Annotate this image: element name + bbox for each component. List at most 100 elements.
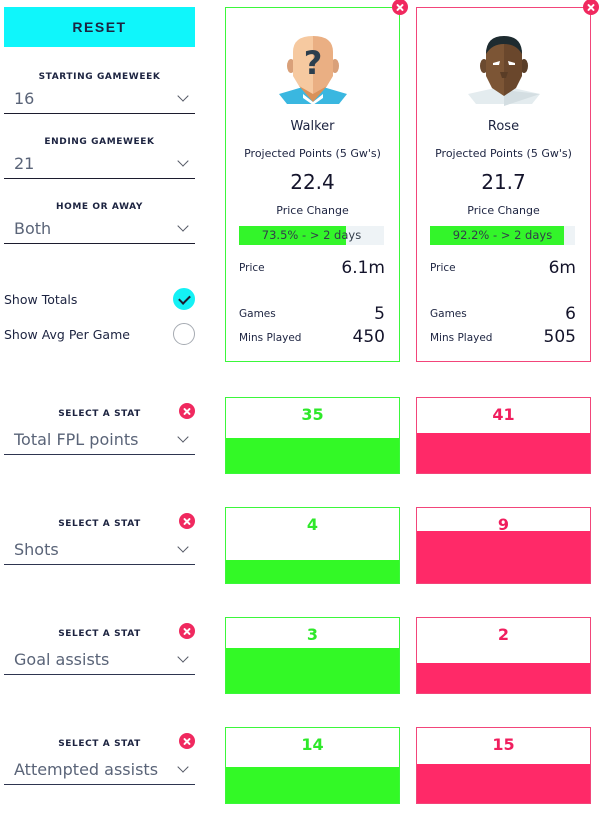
player-name: Rose bbox=[487, 119, 520, 134]
ending-gameweek-filter: ENDING GAMEWEEK 21 bbox=[4, 135, 195, 179]
home-or-away-filter: HOME OR AWAY Both bbox=[4, 200, 195, 244]
stat-bar-walker: 4 bbox=[225, 507, 400, 584]
stat-select-value: Goal assists bbox=[14, 650, 110, 669]
stat-selector: SELECT A STAT Shots bbox=[4, 513, 195, 565]
games-value: 5 bbox=[374, 304, 385, 324]
stat-bar-walker: 3 bbox=[225, 617, 400, 694]
svg-text:?: ? bbox=[304, 44, 323, 82]
mins-played-value: 505 bbox=[543, 327, 576, 347]
stat-bar-fill bbox=[226, 648, 399, 693]
price-change-fill bbox=[430, 226, 564, 245]
player-face-icon bbox=[468, 36, 540, 106]
ending-gameweek-value: 21 bbox=[14, 154, 35, 173]
ending-gameweek-label: ENDING GAMEWEEK bbox=[44, 137, 155, 147]
stat-bar-fill bbox=[417, 764, 590, 803]
starting-gameweek-label: STARTING GAMEWEEK bbox=[38, 72, 161, 82]
home-or-away-value: Both bbox=[14, 219, 52, 238]
stat-bar-fill bbox=[226, 438, 399, 473]
remove-stat-icon[interactable] bbox=[179, 733, 195, 749]
starting-gameweek-select[interactable]: 16 bbox=[4, 84, 195, 114]
show-avg-radio[interactable] bbox=[173, 323, 195, 345]
stat-select[interactable]: Total FPL points bbox=[4, 425, 195, 455]
games-value: 6 bbox=[565, 304, 576, 324]
select-stat-label: SELECT A STAT bbox=[58, 519, 141, 529]
chevron-down-icon bbox=[177, 761, 189, 773]
stat-selector: SELECT A STAT Total FPL points bbox=[4, 403, 195, 455]
chevron-down-icon bbox=[177, 155, 189, 167]
remove-player-icon[interactable] bbox=[583, 0, 599, 15]
stat-value: 3 bbox=[306, 625, 319, 644]
select-stat-label: SELECT A STAT bbox=[58, 629, 141, 639]
player-name: Walker bbox=[290, 119, 335, 134]
mins-played-label: Mins Played bbox=[239, 332, 302, 344]
starting-gameweek-filter: STARTING GAMEWEEK 16 bbox=[4, 70, 195, 114]
stat-value: 14 bbox=[301, 735, 324, 754]
projected-points-value: 21.7 bbox=[481, 170, 526, 194]
stat-bar-rose: 9 bbox=[416, 507, 591, 584]
price-change-bar: 73.5% - > 2 days bbox=[239, 226, 384, 245]
stat-value: 35 bbox=[301, 405, 324, 424]
stat-selector: SELECT A STAT Goal assists bbox=[4, 623, 195, 675]
show-totals-radio[interactable] bbox=[173, 288, 195, 310]
stat-bar-walker: 35 bbox=[225, 397, 400, 474]
stat-bar-fill bbox=[417, 432, 590, 473]
price-change-bar: 92.2% - > 2 days bbox=[430, 226, 575, 245]
projected-points-label: Projected Points (5 Gw's) bbox=[435, 147, 572, 160]
price-label: Price bbox=[430, 262, 456, 274]
price-change-fill bbox=[239, 226, 346, 245]
show-avg-option[interactable]: Show Avg Per Game bbox=[4, 322, 195, 346]
price-change-label: Price Change bbox=[276, 204, 349, 217]
show-totals-label: Show Totals bbox=[4, 291, 78, 307]
chevron-down-icon bbox=[177, 541, 189, 553]
stat-value: 41 bbox=[492, 405, 515, 424]
show-totals-option[interactable]: Show Totals bbox=[4, 287, 195, 311]
chevron-down-icon bbox=[177, 651, 189, 663]
stat-value: 9 bbox=[497, 515, 510, 534]
stat-bar-fill bbox=[417, 531, 590, 583]
stat-select-value: Shots bbox=[14, 540, 59, 559]
stat-bar-fill bbox=[226, 559, 399, 583]
starting-gameweek-value: 16 bbox=[14, 89, 35, 108]
home-or-away-label: HOME OR AWAY bbox=[55, 202, 144, 212]
projected-points-label: Projected Points (5 Gw's) bbox=[244, 147, 381, 160]
stat-bar-rose: 2 bbox=[416, 617, 591, 694]
player-card-walker: ? Walker Projected Points (5 Gw's) 22.4 … bbox=[225, 0, 408, 362]
unknown-player-icon: ? bbox=[279, 36, 347, 105]
games-label: Games bbox=[430, 308, 467, 320]
stat-select[interactable]: Goal assists bbox=[4, 645, 195, 675]
reset-button[interactable]: RESET bbox=[4, 7, 195, 47]
stat-bar-fill bbox=[417, 663, 590, 693]
remove-stat-icon[interactable] bbox=[179, 513, 195, 529]
remove-stat-icon[interactable] bbox=[179, 403, 195, 419]
price-change-label: Price Change bbox=[467, 204, 540, 217]
games-label: Games bbox=[239, 308, 276, 320]
stat-value: 4 bbox=[306, 515, 319, 534]
chevron-down-icon bbox=[177, 90, 189, 102]
remove-stat-icon[interactable] bbox=[179, 623, 195, 639]
chevron-down-icon bbox=[177, 220, 189, 232]
price-change-text: 92.2% - > 2 days bbox=[452, 228, 553, 242]
ending-gameweek-select[interactable]: 21 bbox=[4, 149, 195, 179]
home-or-away-select[interactable]: Both bbox=[4, 214, 195, 244]
stat-select[interactable]: Shots bbox=[4, 535, 195, 565]
show-avg-label: Show Avg Per Game bbox=[4, 326, 130, 342]
chevron-down-icon bbox=[177, 431, 189, 443]
stat-value: 2 bbox=[497, 625, 510, 644]
stat-bar-fill bbox=[226, 766, 399, 803]
mins-played-value: 450 bbox=[352, 327, 385, 347]
select-stat-label: SELECT A STAT bbox=[58, 409, 141, 419]
price-label: Price bbox=[239, 262, 265, 274]
player-card-rose: Rose Projected Points (5 Gw's) 21.7 Pric… bbox=[416, 0, 599, 362]
stat-value: 15 bbox=[492, 735, 515, 754]
projected-points-value: 22.4 bbox=[290, 170, 335, 194]
price-value: 6m bbox=[548, 258, 576, 278]
remove-player-icon[interactable] bbox=[392, 0, 408, 15]
stat-select-value: Attempted assists bbox=[14, 760, 159, 779]
price-change-text: 73.5% - > 2 days bbox=[261, 228, 362, 242]
stat-select[interactable]: Attempted assists bbox=[4, 755, 195, 785]
select-stat-label: SELECT A STAT bbox=[58, 739, 141, 749]
stat-bar-rose: 41 bbox=[416, 397, 591, 474]
stat-bar-rose: 15 bbox=[416, 727, 591, 804]
stat-selector: SELECT A STAT Attempted assists bbox=[4, 733, 195, 785]
stat-select-value: Total FPL points bbox=[14, 430, 139, 449]
